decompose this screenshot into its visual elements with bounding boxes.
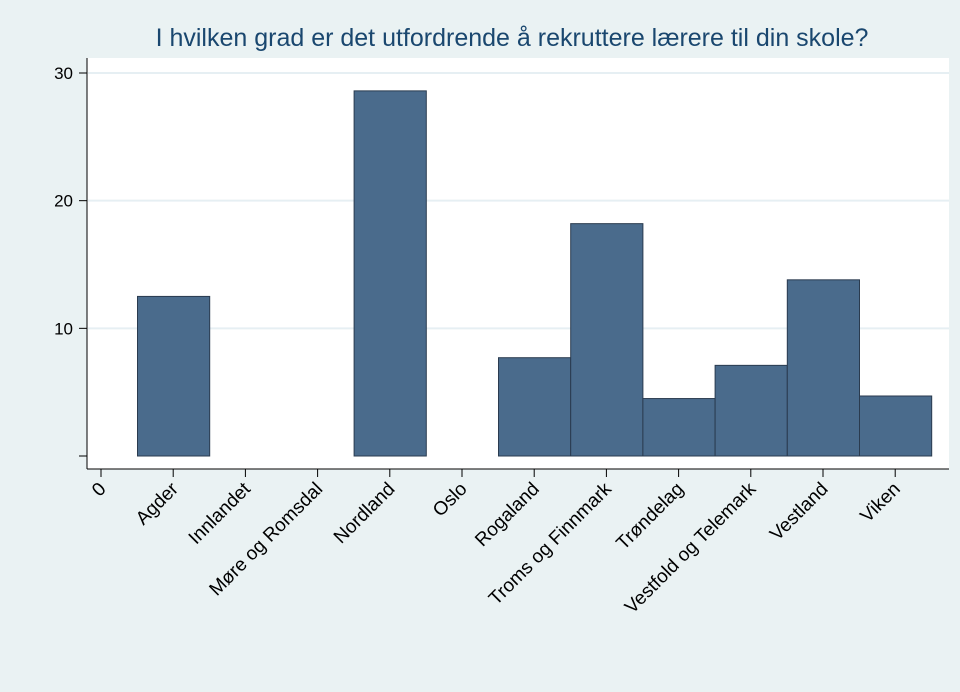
bar-vestfold-og-telemark (714, 364, 788, 457)
bar-nordland (353, 90, 427, 457)
x-tick-label-2: Innlandet (185, 478, 256, 549)
x-tick-label-10: Vestland (766, 479, 832, 545)
bar-trøndelag (642, 398, 716, 457)
x-tick-label-9: Vestfold og Telemark (621, 478, 761, 618)
bars (137, 90, 933, 457)
x-tick-label-1: Agder (132, 478, 183, 529)
bar-vestland (786, 279, 860, 457)
bar-viken (859, 395, 933, 457)
x-tick-label-8: Trøndelag (613, 479, 689, 555)
x-tick-label-11: Viken (857, 479, 905, 527)
y-tick-label-10: 10 (54, 319, 73, 338)
bar-agder (137, 295, 211, 457)
chart-title: I hvilken grad er det utfordrende å rekr… (156, 24, 869, 52)
x-tick-label-0: 0 (88, 479, 110, 501)
x-tick-label-4: Nordland (330, 479, 399, 548)
y-axis: 10 20 30 (54, 58, 88, 469)
x-tick-label-6: Rogaland (471, 479, 543, 551)
bar-troms-og-finnmark (570, 223, 644, 457)
x-tick-label-7: Troms og Finnmark (485, 478, 616, 609)
y-tick-label-20: 20 (54, 192, 73, 211)
x-tick-label-5: Oslo (429, 479, 471, 521)
y-tick-label-30: 30 (54, 64, 73, 83)
bar-rogaland (498, 357, 572, 457)
